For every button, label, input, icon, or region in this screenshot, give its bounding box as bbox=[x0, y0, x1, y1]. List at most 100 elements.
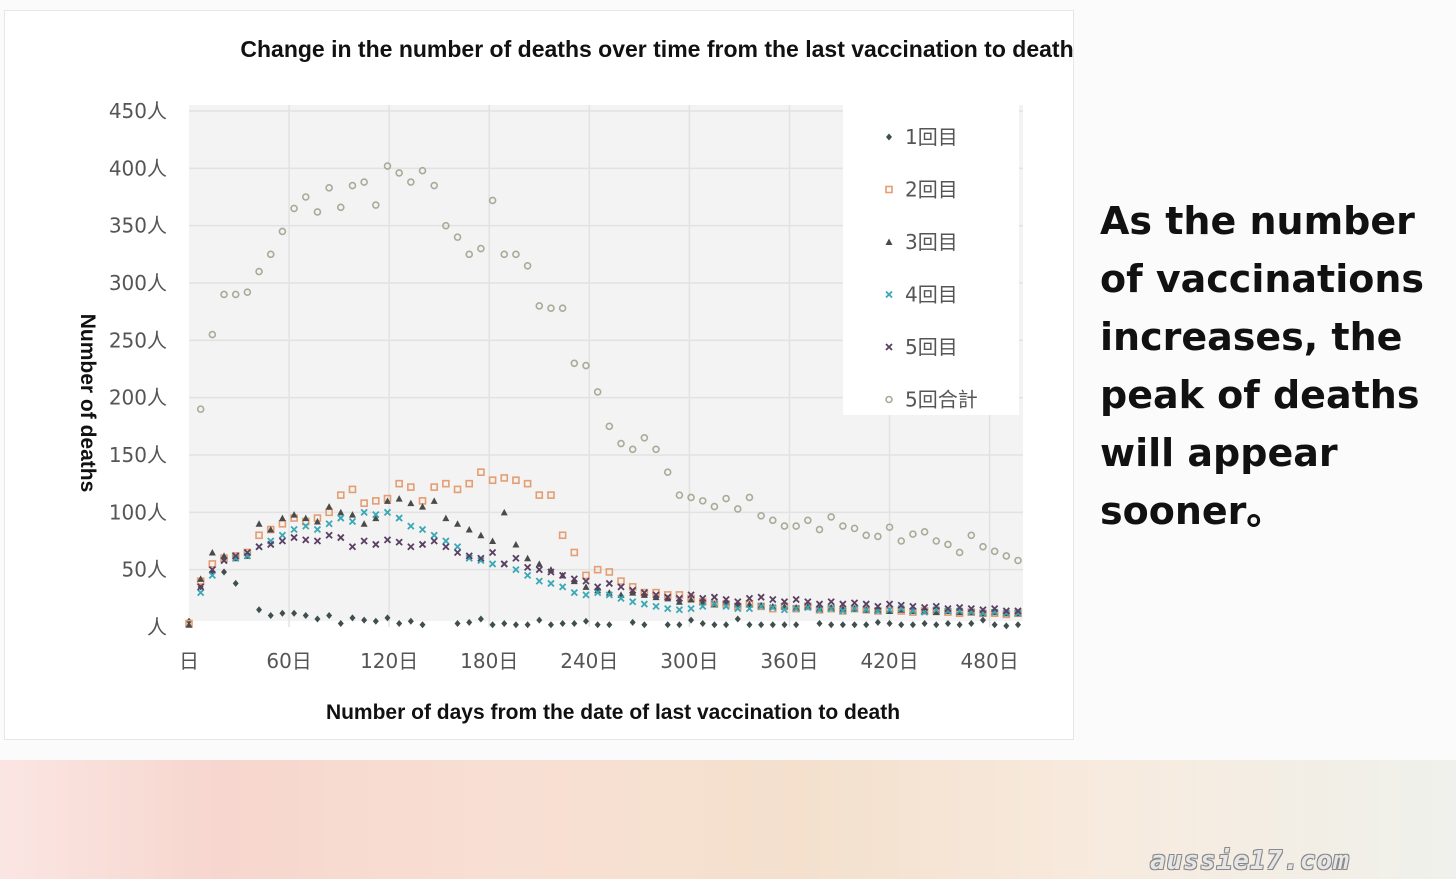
data-point bbox=[488, 196, 497, 205]
data-point bbox=[488, 476, 497, 485]
legend-item: 5回目 bbox=[885, 335, 958, 359]
data-point bbox=[523, 571, 532, 580]
data-point bbox=[570, 588, 578, 597]
data-point bbox=[489, 537, 497, 544]
x-axis-ticks: 日 60日 120日 180日 240日 300日 360日 420日 480日 bbox=[179, 649, 1019, 673]
data-point bbox=[453, 485, 462, 494]
data-point bbox=[676, 621, 683, 629]
data-point bbox=[582, 617, 589, 625]
data-point bbox=[337, 508, 345, 516]
data-point bbox=[360, 520, 368, 527]
data-point bbox=[266, 250, 275, 259]
data-point bbox=[698, 497, 707, 505]
y-tick-label: 人 bbox=[147, 615, 167, 639]
data-point bbox=[465, 554, 473, 562]
legend-marker bbox=[885, 185, 893, 194]
data-point bbox=[570, 359, 579, 368]
legend-marker bbox=[885, 238, 893, 245]
side-note-text: As the number of vaccinations increases,… bbox=[1100, 199, 1425, 533]
data-point bbox=[734, 598, 742, 606]
data-point bbox=[313, 537, 322, 545]
data-point bbox=[208, 330, 217, 339]
data-point bbox=[839, 522, 847, 530]
data-point bbox=[255, 543, 263, 551]
data-point bbox=[617, 583, 625, 591]
data-point bbox=[862, 531, 871, 540]
data-point bbox=[348, 181, 357, 190]
data-point bbox=[629, 586, 637, 594]
data-point bbox=[395, 479, 403, 488]
y-tick-label: 300人 bbox=[109, 271, 167, 295]
data-point bbox=[558, 531, 567, 540]
data-point bbox=[535, 577, 543, 585]
data-point bbox=[465, 552, 473, 560]
data-point bbox=[232, 579, 239, 587]
data-point bbox=[827, 604, 835, 611]
data-point bbox=[909, 621, 916, 629]
data-point bbox=[582, 577, 590, 585]
data-point bbox=[372, 617, 379, 625]
data-point bbox=[418, 525, 427, 534]
data-point bbox=[221, 568, 228, 576]
data-point bbox=[920, 528, 929, 536]
data-point bbox=[442, 514, 450, 522]
data-point bbox=[407, 543, 415, 551]
legend-item: 4回目 bbox=[885, 283, 958, 307]
data-point bbox=[967, 531, 976, 540]
data-point bbox=[979, 542, 987, 551]
data-point bbox=[547, 621, 554, 629]
data-point bbox=[652, 445, 660, 454]
data-point bbox=[944, 540, 952, 549]
data-point bbox=[348, 517, 357, 526]
data-point bbox=[500, 250, 509, 259]
legend-box bbox=[843, 103, 1019, 415]
data-point bbox=[944, 607, 952, 615]
data-point bbox=[745, 600, 753, 608]
data-point bbox=[594, 588, 602, 597]
data-point bbox=[652, 591, 660, 599]
data-point bbox=[290, 533, 298, 542]
data-point bbox=[617, 439, 625, 448]
chart-title: Change in the number of deaths over time… bbox=[240, 36, 1073, 62]
scatter-chart: Change in the number of deaths over time… bbox=[76, 36, 1073, 724]
data-point bbox=[944, 605, 952, 613]
legend-label: 5回目 bbox=[905, 335, 958, 359]
data-point bbox=[1002, 609, 1010, 617]
data-point bbox=[990, 547, 999, 556]
x-tick-label: 300日 bbox=[660, 649, 718, 673]
data-point bbox=[792, 595, 800, 604]
data-point bbox=[921, 607, 929, 614]
data-point bbox=[360, 178, 368, 186]
data-point bbox=[757, 593, 765, 601]
data-point bbox=[816, 620, 823, 628]
data-point bbox=[559, 620, 566, 628]
data-point bbox=[185, 621, 193, 628]
data-point bbox=[839, 621, 846, 629]
data-point bbox=[933, 621, 940, 629]
data-point bbox=[699, 598, 707, 605]
legend-marker bbox=[885, 395, 893, 404]
data-point bbox=[454, 620, 461, 628]
data-point bbox=[348, 485, 357, 494]
x-tick-label: 日 bbox=[179, 649, 199, 673]
data-point bbox=[208, 571, 216, 580]
data-point bbox=[278, 514, 286, 522]
data-point bbox=[757, 511, 765, 520]
x-tick-label: 240日 bbox=[560, 649, 618, 673]
data-point bbox=[687, 591, 695, 599]
data-point bbox=[617, 577, 625, 585]
data-point bbox=[477, 615, 484, 623]
legend-label: 4回目 bbox=[905, 283, 958, 307]
data-point bbox=[757, 602, 765, 610]
data-point bbox=[255, 531, 263, 540]
data-point bbox=[290, 525, 298, 534]
data-point bbox=[325, 531, 333, 539]
legend-marker bbox=[885, 343, 893, 351]
y-tick-label: 100人 bbox=[109, 500, 167, 524]
data-point bbox=[874, 606, 882, 613]
data-point bbox=[430, 181, 438, 190]
y-axis-label: Number of deaths bbox=[76, 314, 99, 493]
data-point bbox=[349, 614, 356, 622]
data-point bbox=[745, 493, 754, 502]
data-point bbox=[594, 583, 602, 591]
